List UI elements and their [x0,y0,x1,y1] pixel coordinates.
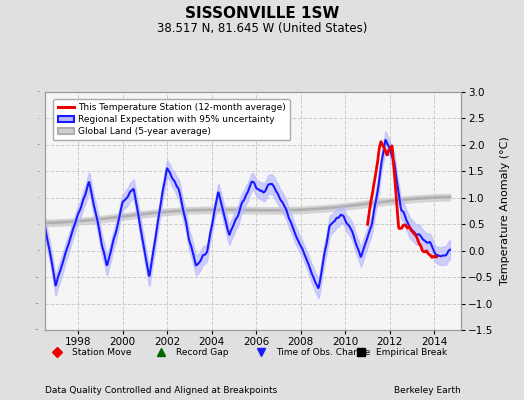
Text: Empirical Break: Empirical Break [376,348,447,357]
Text: Data Quality Controlled and Aligned at Breakpoints: Data Quality Controlled and Aligned at B… [45,386,277,395]
Text: 38.517 N, 81.645 W (United States): 38.517 N, 81.645 W (United States) [157,22,367,35]
Text: SISSONVILLE 1SW: SISSONVILLE 1SW [185,6,339,21]
Legend: This Temperature Station (12-month average), Regional Expectation with 95% uncer: This Temperature Station (12-month avera… [53,99,290,140]
Text: Berkeley Earth: Berkeley Earth [395,386,461,395]
Text: Time of Obs. Change: Time of Obs. Change [276,348,370,357]
Y-axis label: Temperature Anomaly (°C): Temperature Anomaly (°C) [500,137,510,285]
Text: Station Move: Station Move [72,348,131,357]
Text: Record Gap: Record Gap [176,348,228,357]
